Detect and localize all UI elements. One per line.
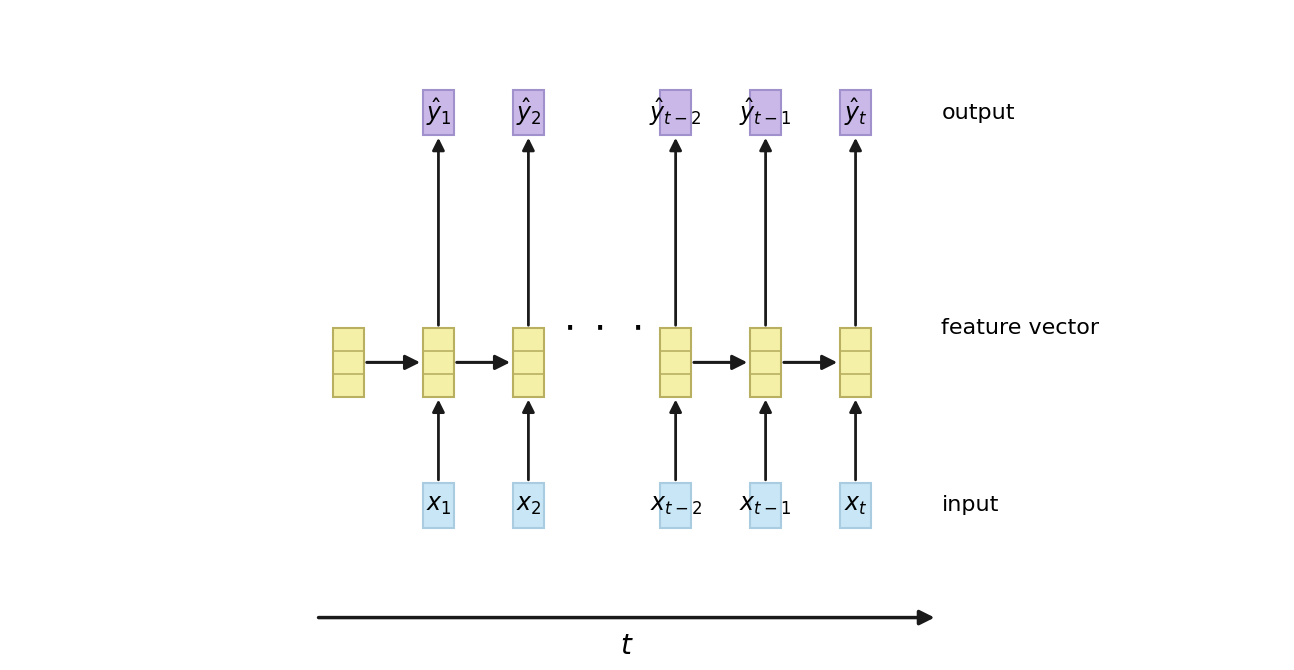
Text: $t$: $t$ <box>620 632 634 661</box>
Text: output: output <box>942 103 1014 123</box>
FancyBboxPatch shape <box>660 482 691 527</box>
FancyBboxPatch shape <box>512 90 543 135</box>
Text: $\hat{y}_t$: $\hat{y}_t$ <box>844 96 867 128</box>
Text: $x_{t-2}$: $x_{t-2}$ <box>650 493 701 517</box>
FancyBboxPatch shape <box>512 328 543 397</box>
Text: feature vector: feature vector <box>942 318 1100 338</box>
Text: $\cdot\;\cdot\;\cdot$: $\cdot\;\cdot\;\cdot$ <box>563 309 642 347</box>
FancyBboxPatch shape <box>660 90 691 135</box>
Text: $x_t$: $x_t$ <box>844 493 867 517</box>
FancyBboxPatch shape <box>512 482 543 527</box>
FancyBboxPatch shape <box>840 90 871 135</box>
Text: $\hat{y}_2$: $\hat{y}_2$ <box>515 96 541 128</box>
Text: input: input <box>942 495 999 515</box>
FancyBboxPatch shape <box>840 482 871 527</box>
FancyBboxPatch shape <box>751 328 782 397</box>
Text: $x_1$: $x_1$ <box>426 493 452 517</box>
FancyBboxPatch shape <box>423 328 454 397</box>
FancyBboxPatch shape <box>423 482 454 527</box>
Text: $x_{t-1}$: $x_{t-1}$ <box>739 493 792 517</box>
FancyBboxPatch shape <box>660 328 691 397</box>
FancyBboxPatch shape <box>840 328 871 397</box>
FancyBboxPatch shape <box>423 90 454 135</box>
FancyBboxPatch shape <box>751 482 782 527</box>
Text: $x_2$: $x_2$ <box>516 493 541 517</box>
FancyBboxPatch shape <box>333 328 364 397</box>
FancyBboxPatch shape <box>751 90 782 135</box>
Text: $\hat{y}_{t-1}$: $\hat{y}_{t-1}$ <box>739 96 792 128</box>
Text: $\hat{y}_{t-2}$: $\hat{y}_{t-2}$ <box>650 96 701 128</box>
Text: $\hat{y}_1$: $\hat{y}_1$ <box>426 96 452 128</box>
